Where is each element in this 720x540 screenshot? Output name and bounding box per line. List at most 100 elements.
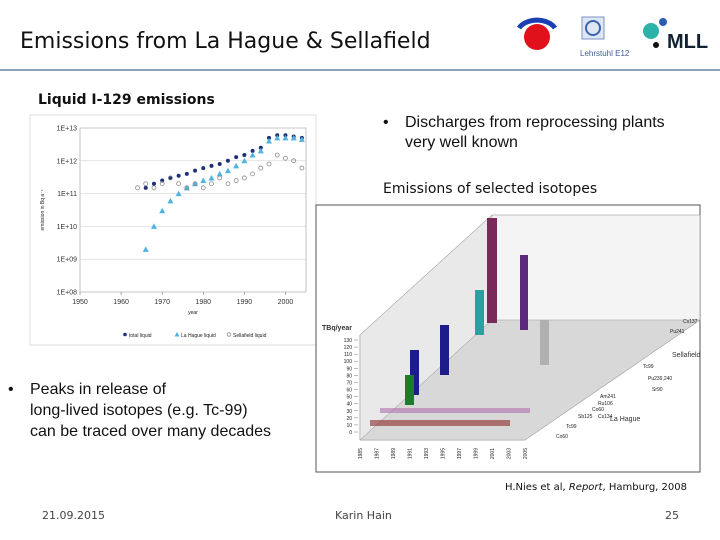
bullet-symbol: • <box>383 114 389 131</box>
data-point <box>143 185 148 190</box>
data-point <box>176 173 181 178</box>
isotope-label: Ru106 <box>598 401 613 407</box>
isotope-label: Co60 <box>592 407 604 413</box>
data-point <box>250 171 255 177</box>
data-point <box>184 171 189 176</box>
footer-author: Karin Hain <box>335 509 392 522</box>
data-point <box>233 162 240 169</box>
data-point <box>135 185 140 191</box>
data-point <box>241 175 247 181</box>
data-point <box>184 185 190 191</box>
citation-part: , Hamburg, 2008 <box>602 482 687 493</box>
isotope-label: Sr90 <box>652 387 663 393</box>
isotope-label: Pu241 <box>670 329 685 335</box>
year-label: 1987 <box>375 448 381 459</box>
data-point <box>224 167 231 174</box>
left-heading: Liquid I-129 emissions <box>38 92 215 108</box>
legend-label: La Hague liquid <box>181 333 216 339</box>
data-point <box>209 181 214 187</box>
bullet-line: very well known <box>405 134 518 151</box>
y-tick-label: 1E+11 <box>57 191 77 198</box>
data-point <box>250 148 255 153</box>
footer-date: 21.09.2015 <box>42 509 105 522</box>
y-tick-label: 50 <box>346 395 352 401</box>
year-label: 1995 <box>441 448 447 459</box>
data-point <box>142 246 149 252</box>
legend-marker <box>226 332 232 337</box>
bullet-line: long-lived isotopes (e.g. Tc-99) <box>30 402 248 419</box>
data-point <box>159 207 166 214</box>
data-point <box>217 175 223 181</box>
data-point <box>151 181 156 186</box>
y-tick-label: 0 <box>349 430 352 436</box>
data-point <box>291 158 297 164</box>
data-point <box>274 152 280 158</box>
data-point <box>192 181 198 187</box>
data-point <box>242 153 247 158</box>
right-heading: Emissions of selected isotopes <box>383 181 597 197</box>
citation-part: Report <box>569 482 604 493</box>
y-tick-label: 130 <box>344 338 353 344</box>
year-label: 1991 <box>408 448 414 459</box>
year-label: 1999 <box>474 448 480 459</box>
citation: H.Nies et al, Report, Hamburg, 2008 <box>505 482 687 493</box>
data-point <box>266 161 272 167</box>
isotope-backdrop <box>359 214 701 441</box>
data-point <box>168 175 173 180</box>
data-point <box>282 134 289 141</box>
data-point <box>176 181 182 187</box>
data-point <box>143 181 149 187</box>
data-point <box>201 166 206 171</box>
bullet-line: can be traced over many decades <box>30 423 271 440</box>
isotope-label: Sb125 <box>578 414 593 420</box>
data-point <box>283 155 288 161</box>
y-tick-label: 1E+09 <box>57 257 78 264</box>
data-point <box>209 163 214 168</box>
y-axis-label: TBq/year <box>322 325 352 332</box>
x-tick-label: 1960 <box>113 299 129 306</box>
logo-mll-text: MLL <box>667 31 708 53</box>
year-label: 2003 <box>507 448 513 459</box>
bullet-symbol: • <box>8 381 14 398</box>
y-tick-label: 70 <box>346 380 352 386</box>
x-tick-label: 2000 <box>278 299 294 306</box>
y-tick-label: 1E+13 <box>57 126 78 133</box>
isotope-label: Tc99 <box>566 424 577 430</box>
y-tick-label: 110 <box>344 352 352 358</box>
data-point <box>175 190 182 197</box>
data-point <box>234 155 239 160</box>
y-axis-label: emission in Bq a⁻¹ <box>40 189 46 230</box>
data-point <box>290 134 297 141</box>
data-point <box>257 147 264 154</box>
data-point <box>216 170 223 177</box>
data-point <box>267 135 272 140</box>
data-point <box>150 223 157 229</box>
data-point <box>217 161 222 166</box>
x-tick-label: 1980 <box>195 299 211 306</box>
year-label: 2005 <box>523 448 529 459</box>
year-label: 1997 <box>457 448 463 459</box>
isotope-label: Cs134 <box>598 414 613 420</box>
bullet-line: Discharges from reprocessing plants <box>405 114 665 131</box>
y-tick-label: 90 <box>346 366 352 372</box>
data-point <box>225 158 230 163</box>
legend-label: Sellafield liquid <box>233 333 267 339</box>
logo-tum <box>516 17 558 50</box>
y-tick-label: 30 <box>346 409 352 415</box>
data-point <box>167 197 174 204</box>
data-point <box>200 177 207 184</box>
year-label: 1993 <box>424 448 430 459</box>
isotope-label: Co60 <box>556 434 568 440</box>
data-point <box>241 157 248 164</box>
data-point <box>208 174 215 181</box>
logo-e12: Lehrstuhl E12 <box>580 16 630 58</box>
isotope-label: Tc99 <box>643 364 654 370</box>
data-point <box>233 178 239 183</box>
data-point <box>274 134 281 141</box>
isotope-label: Pu239,240 <box>648 376 672 382</box>
logo-mll: MLL <box>643 18 708 53</box>
data-point <box>193 168 198 173</box>
data-point <box>225 181 231 187</box>
y-tick-label: 1E+08 <box>57 290 78 297</box>
isotope-label: Sellafield <box>672 352 701 359</box>
